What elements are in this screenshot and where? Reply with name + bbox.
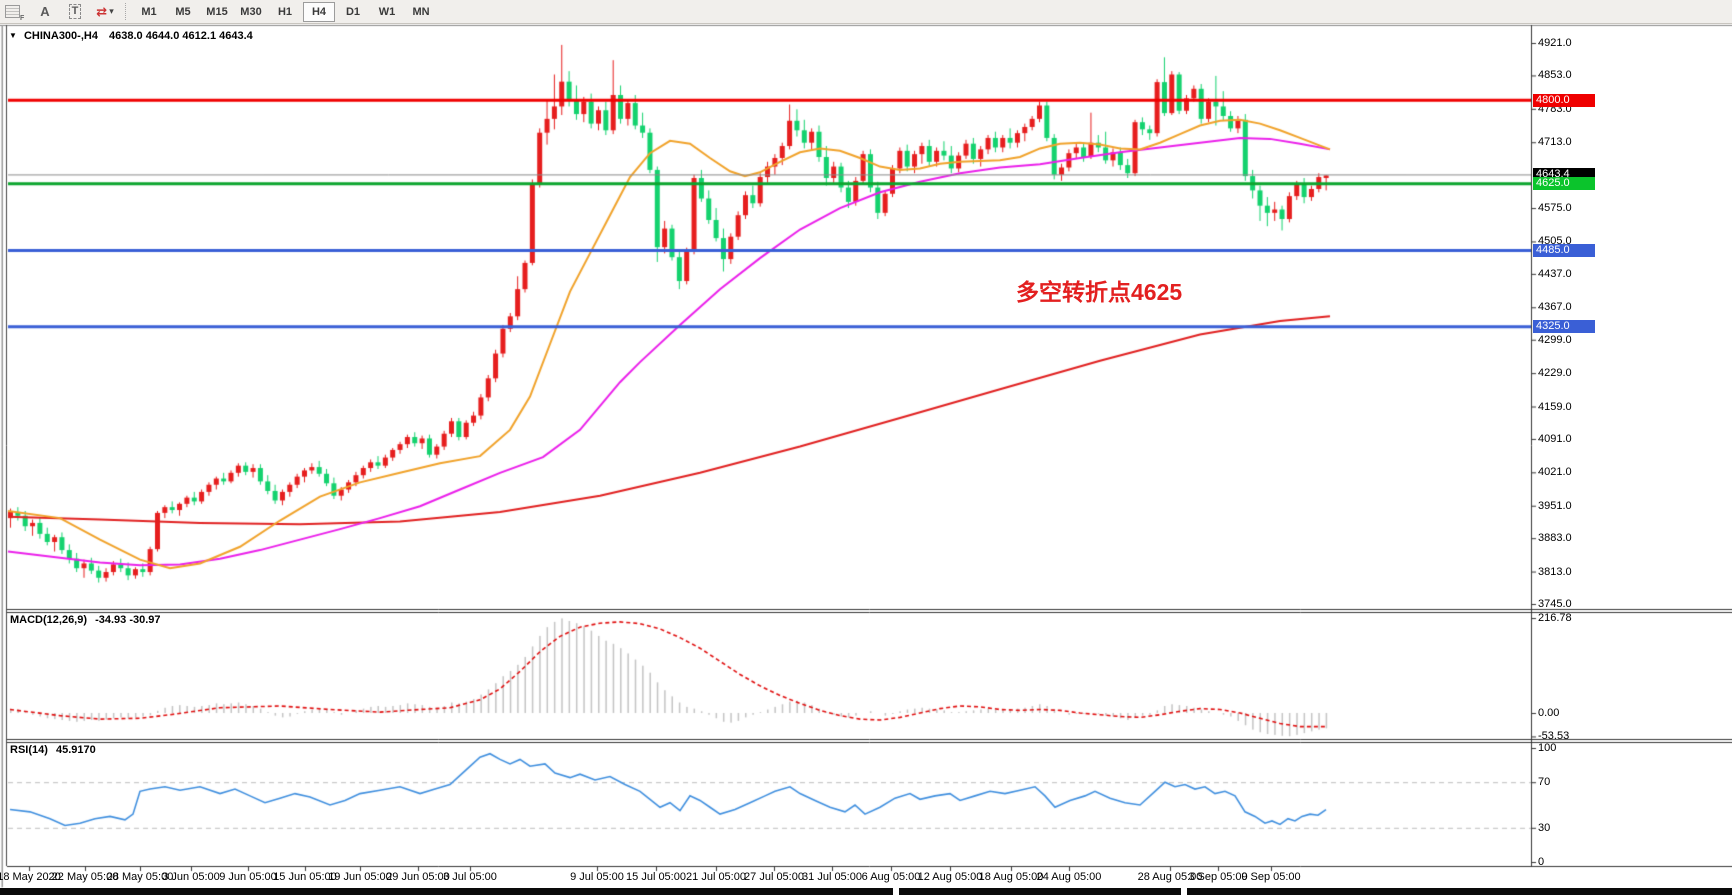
price-tick-label: 4299.0 bbox=[1538, 333, 1572, 346]
macd-pane-title: MACD(12,26,9) -34.93 -30.97 bbox=[10, 614, 161, 626]
price-badge-4325.0: 4325.0 bbox=[1533, 320, 1595, 334]
macd-axis-label: 0.00 bbox=[1538, 707, 1560, 719]
rsi-title-label: RSI(14) bbox=[10, 744, 48, 756]
window-edge-strip bbox=[0, 888, 893, 895]
price-badge-4485.0: 4485.0 bbox=[1533, 243, 1595, 257]
text-box-button[interactable]: T bbox=[63, 2, 87, 22]
chart-symbol-label: CHINA300-,H4 bbox=[23, 30, 98, 42]
price-tick-label: 3813.0 bbox=[1538, 565, 1572, 578]
price-tick-label: 3745.0 bbox=[1538, 598, 1572, 610]
time-axis-label: 9 Jul 05:00 bbox=[570, 871, 624, 883]
text-label-button[interactable]: A bbox=[33, 2, 57, 22]
time-axis-label: 3 Jun 05:00 bbox=[162, 871, 220, 883]
price-tick-label: 4229.0 bbox=[1538, 367, 1572, 380]
rsi-axis-label: 0 bbox=[1538, 856, 1545, 868]
time-axis-label: 3 Jul 05:00 bbox=[443, 871, 497, 883]
timeframe-button-m30[interactable]: M30 bbox=[240, 5, 262, 18]
chart-title: ▼ CHINA300-,H4 4638.0 4644.0 4612.1 4643… bbox=[9, 30, 253, 42]
rsi-current-value: 45.9170 bbox=[55, 744, 96, 756]
time-axis-label: 28 Aug 05:00 bbox=[1137, 871, 1203, 883]
template-grid-button[interactable]: F bbox=[3, 2, 27, 22]
price-tick-label: 4437.0 bbox=[1538, 267, 1572, 280]
macd-axis-label: 216.78 bbox=[1538, 612, 1572, 625]
chart-ohlc-values: 4638.0 4644.0 4612.1 4643.4 bbox=[109, 30, 253, 42]
rsi-axis-label: 30 bbox=[1538, 821, 1551, 834]
price-badge-4800.0: 4800.0 bbox=[1533, 93, 1595, 107]
price-tick-label: 4021.0 bbox=[1538, 466, 1572, 479]
price-tick-label: 4921.0 bbox=[1538, 37, 1572, 49]
price-tick-label: 4713.0 bbox=[1538, 136, 1572, 149]
time-axis-label: 22 May 05:00 bbox=[51, 871, 119, 883]
time-axis-label: 6 Aug 05:00 bbox=[861, 871, 921, 883]
time-axis-label: 21 Jul 05:00 bbox=[686, 871, 746, 883]
price-tick-label: 4575.0 bbox=[1538, 202, 1572, 215]
timeframe-button-m5[interactable]: M5 bbox=[175, 5, 191, 18]
time-axis-label: 31 Jul 05:00 bbox=[802, 871, 862, 883]
price-tick-label: 4091.0 bbox=[1538, 432, 1572, 445]
time-axis-label: 9 Jun 05:00 bbox=[219, 871, 277, 883]
toolbar: F A T ⇄ ▾ M1 M5 M15 M30 H1 H4 D1 W1 MN bbox=[0, 0, 1732, 23]
price-badge-4625.0: 4625.0 bbox=[1533, 177, 1595, 191]
collapse-triangle-icon[interactable]: ▼ bbox=[9, 31, 17, 40]
time-axis-label: 18 Aug 05:00 bbox=[978, 871, 1044, 883]
window-edge-strip bbox=[899, 888, 1181, 895]
window-edge-strip bbox=[1187, 888, 1732, 895]
price-tick-label: 3883.0 bbox=[1538, 532, 1572, 545]
timeframe-button-w1[interactable]: W1 bbox=[378, 5, 396, 18]
time-axis-label: 18 May 2020 bbox=[0, 871, 61, 883]
price-tick-label: 4367.0 bbox=[1538, 301, 1572, 314]
timeframe-button-d1[interactable]: D1 bbox=[345, 5, 361, 18]
text-box-icon: T bbox=[68, 4, 82, 19]
time-axis-label: 28 May 05:00 bbox=[106, 871, 174, 883]
macd-current-values: -34.93 -30.97 bbox=[95, 614, 161, 626]
time-axis-label: 15 Jul 05:00 bbox=[626, 871, 686, 883]
time-axis-label: 12 Aug 05:00 bbox=[917, 871, 983, 883]
price-axis[interactable]: 4921.0 4853.0 4783.0 4713.0 4575.0 4505.0 4437… bbox=[1532, 25, 1732, 868]
timeframe-button-h1[interactable]: H1 bbox=[277, 5, 293, 18]
cycle-symbols-button[interactable]: ⇄ ▾ bbox=[93, 2, 117, 22]
rsi-axis-label: 100 bbox=[1538, 742, 1557, 754]
text-label-icon: A bbox=[40, 4, 50, 19]
timeframe-button-m15[interactable]: M15 bbox=[206, 5, 228, 18]
time-axis-label: 24 Aug 05:00 bbox=[1036, 871, 1102, 883]
time-axis-label: 3 Sep 05:00 bbox=[1188, 871, 1248, 883]
time-axis-label: 29 Jun 05:00 bbox=[386, 871, 450, 883]
time-axis-label: 19 Jun 05:00 bbox=[328, 871, 392, 883]
rsi-pane-title: RSI(14) 45.9170 bbox=[10, 744, 96, 756]
price-tick-label: 4853.0 bbox=[1538, 69, 1572, 82]
macd-title-label: MACD(12,26,9) bbox=[10, 614, 88, 626]
toolbar-separator bbox=[125, 3, 127, 20]
timeframe-button-m1[interactable]: M1 bbox=[141, 5, 157, 18]
cycle-arrows-icon: ⇄ bbox=[96, 3, 108, 19]
time-axis-label: 27 Jul 05:00 bbox=[744, 871, 804, 883]
price-tick-label: 3951.0 bbox=[1538, 499, 1572, 512]
time-axis[interactable]: 18 May 2020 22 May 05:00 28 May 05:00 3 Jun… bbox=[0, 869, 1732, 888]
svg-text:F: F bbox=[20, 15, 25, 20]
price-tick-label: 4159.0 bbox=[1538, 400, 1572, 413]
time-axis-label: 15 Jun 05:00 bbox=[273, 871, 337, 883]
chart-text-annotation[interactable]: 多空转折点4625 bbox=[1016, 279, 1183, 305]
rsi-axis-label: 70 bbox=[1538, 776, 1551, 789]
timeframe-button-group: M1 M5 M15 M30 H1 H4 D1 W1 MN bbox=[132, 1, 438, 22]
template-grid-icon: F bbox=[5, 4, 25, 20]
timeframe-button-mn[interactable]: MN bbox=[412, 5, 430, 18]
macd-axis-label: -53.53 bbox=[1538, 730, 1570, 743]
time-axis-label: 9 Sep 05:00 bbox=[1241, 871, 1301, 883]
dropdown-caret-icon: ▾ bbox=[109, 6, 114, 16]
timeframe-button-h4[interactable]: H4 bbox=[303, 1, 335, 22]
